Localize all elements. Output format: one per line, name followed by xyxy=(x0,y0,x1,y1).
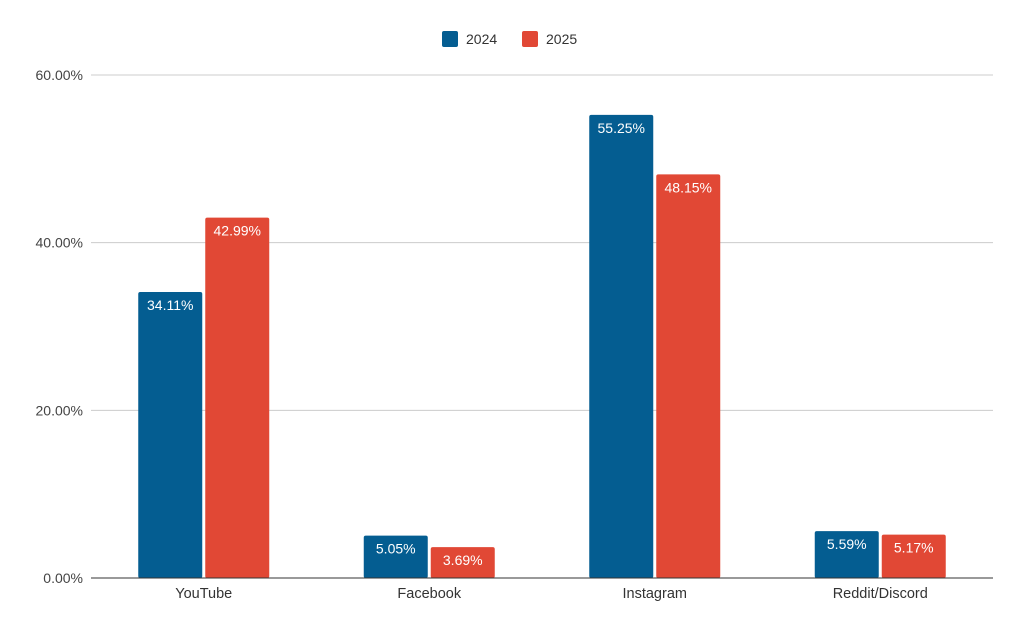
x-axis-categories: YouTube Facebook Instagram Reddit/Discord xyxy=(175,586,928,602)
bar-2025-reddit-discord xyxy=(881,534,946,578)
data-label: 55.25% xyxy=(598,120,645,136)
x-category-label: Reddit/Discord xyxy=(833,586,928,602)
bar-2025-youtube xyxy=(205,217,270,578)
y-tick-label: 60.00% xyxy=(36,67,83,83)
legend-label-2024: 2024 xyxy=(466,31,497,47)
bar-2024-facebook xyxy=(363,535,428,578)
y-tick-label: 0.00% xyxy=(43,570,83,586)
data-label: 5.05% xyxy=(376,541,416,557)
bar-2024-instagram xyxy=(589,114,654,578)
data-label: 3.69% xyxy=(443,552,483,568)
bar-2025-facebook xyxy=(430,547,495,578)
bars xyxy=(138,114,946,578)
legend-swatch-2024 xyxy=(442,31,458,47)
bar-2024-reddit-discord xyxy=(814,531,879,578)
legend-label-2025: 2025 xyxy=(546,31,577,47)
data-label: 5.17% xyxy=(894,540,934,556)
y-axis-ticks: 0.00% 20.00% 40.00% 60.00% xyxy=(36,67,83,586)
data-label: 5.59% xyxy=(827,536,867,552)
bar-2025-instagram xyxy=(656,174,721,578)
data-label: 48.15% xyxy=(665,179,712,195)
x-category-label: YouTube xyxy=(175,586,232,602)
legend-swatch-2025 xyxy=(522,31,538,47)
bar-2024-youtube xyxy=(138,292,203,578)
x-category-label: Instagram xyxy=(623,586,687,602)
y-tick-label: 40.00% xyxy=(36,235,83,251)
data-label: 34.11% xyxy=(147,297,193,313)
legend: 2024 2025 xyxy=(442,31,577,47)
data-labels: 34.11% 42.99% 5.05% 3.69% 55.25% 48.15% 5.59% 5… xyxy=(147,120,934,568)
x-category-label: Facebook xyxy=(397,586,461,602)
data-label: 42.99% xyxy=(214,223,261,239)
y-tick-label: 20.00% xyxy=(36,402,83,418)
